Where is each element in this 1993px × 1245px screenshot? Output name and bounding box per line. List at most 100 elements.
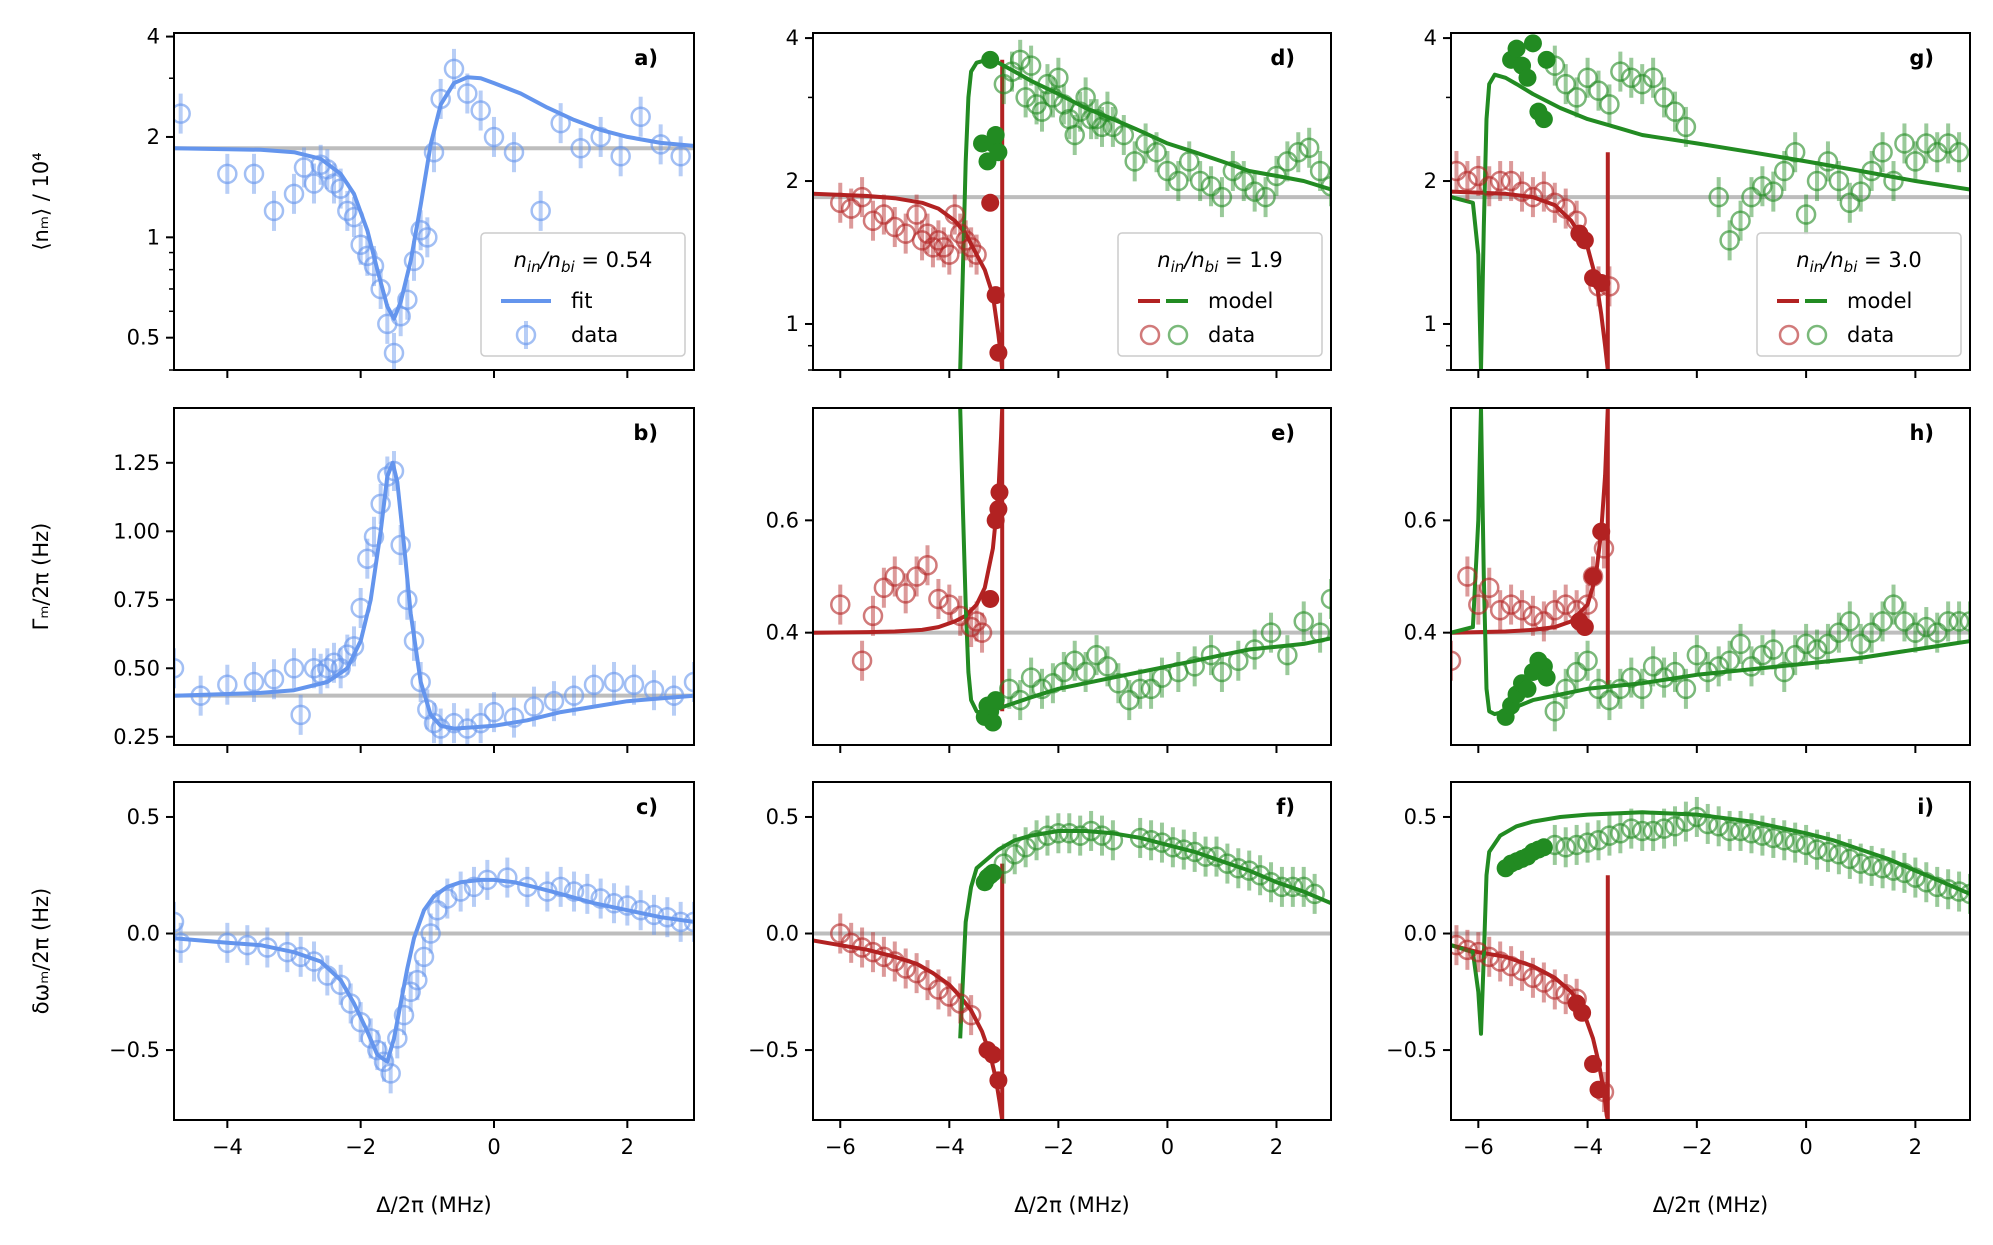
data-point <box>1260 871 1282 893</box>
y-tick-label: 0.4 <box>1404 621 1437 645</box>
series-b-fit <box>174 460 694 731</box>
data-point <box>966 244 987 265</box>
data-point <box>1309 160 1331 182</box>
data-point <box>483 701 505 723</box>
data-point <box>1244 181 1265 202</box>
data-point <box>1948 611 1970 632</box>
data-point <box>986 286 1005 305</box>
data-point <box>1916 616 1937 638</box>
data-point <box>243 671 265 693</box>
data-point <box>840 932 862 954</box>
data-point <box>830 594 851 615</box>
series-c-data <box>174 857 694 1094</box>
axes-frame-d <box>812 32 1332 371</box>
data-point <box>670 146 691 167</box>
data-point <box>1774 661 1795 683</box>
data-point <box>1108 672 1129 694</box>
data-point <box>380 1063 401 1084</box>
data-point <box>1244 639 1265 660</box>
data-point <box>1872 857 1893 879</box>
data-point <box>1555 73 1576 95</box>
y-tick-label: 0.6 <box>1404 508 1437 532</box>
data-point <box>1238 860 1260 881</box>
data-point <box>1555 678 1576 700</box>
data-point <box>1730 210 1751 231</box>
data-point <box>986 691 1005 710</box>
data-point <box>830 192 851 214</box>
data-point <box>1763 181 1784 202</box>
data-point <box>1069 101 1091 122</box>
data-point <box>1534 110 1553 129</box>
data-point <box>1293 876 1314 898</box>
data-point <box>303 951 325 972</box>
data-point <box>410 220 431 241</box>
data-point <box>1298 137 1320 159</box>
data-point <box>939 244 960 265</box>
data-point <box>174 911 185 933</box>
data-point <box>1015 87 1036 108</box>
series-d-data-green <box>993 39 1331 218</box>
x-tick-label: −2 <box>345 1135 376 1159</box>
data-point <box>1271 876 1293 898</box>
legend-title-title-value: = 1.9 <box>1218 248 1282 272</box>
data-point <box>1124 151 1145 172</box>
data-point <box>427 899 448 921</box>
data-point <box>1037 825 1058 846</box>
data-point <box>1806 839 1828 860</box>
series-f-data-red-filled <box>978 1041 1008 1090</box>
x-tick-label: 0 <box>1161 1135 1174 1159</box>
panel-f: −6 −4 −2 0 2 −0.5 0.0 0.5 f) Δ/2π (MHz) <box>748 781 1332 1217</box>
data-point <box>1004 844 1025 865</box>
data-point <box>1189 170 1211 192</box>
data-point <box>290 704 311 726</box>
x-tick-label: −2 <box>1043 1135 1074 1159</box>
data-point <box>1288 141 1309 163</box>
data-point <box>1048 823 1069 844</box>
legend-title-title-sub1: in <box>1171 258 1185 276</box>
data-point <box>1719 820 1740 842</box>
y-axis-title: δωₘ/2π (Hz) <box>29 888 53 1014</box>
data-point <box>1015 837 1036 858</box>
panel-label: b) <box>633 421 658 445</box>
data-point <box>1653 667 1675 688</box>
data-point <box>610 146 631 167</box>
data-point <box>1451 650 1462 671</box>
data-point <box>1255 186 1276 208</box>
data-point <box>523 696 545 717</box>
panel-i: −6 −4 −2 0 2 −0.5 0.0 0.5 i) Δ/2π (MHz) <box>1386 781 1971 1217</box>
data-point <box>917 555 938 576</box>
data-point <box>383 342 405 364</box>
series-e-data-green-filled <box>975 691 1005 732</box>
data-point <box>1020 55 1042 76</box>
data-point <box>1653 818 1675 839</box>
data-point <box>1102 830 1124 851</box>
y-tick-label: 4 <box>786 26 799 50</box>
data-point <box>360 1028 381 1049</box>
data-point <box>1168 170 1189 192</box>
data-point <box>350 597 371 619</box>
data-point <box>949 223 971 244</box>
data-point <box>1555 983 1576 1005</box>
data-point <box>960 1004 982 1026</box>
data-point <box>1537 50 1556 69</box>
data-point <box>323 173 345 194</box>
data-point <box>1518 68 1537 87</box>
data-point <box>1069 825 1091 846</box>
data-point <box>643 904 665 926</box>
data-point <box>1478 577 1500 598</box>
data-point <box>840 198 862 219</box>
y-tick-label: 0.5 <box>127 326 160 350</box>
data-point <box>1277 644 1298 666</box>
data-point <box>1468 941 1489 963</box>
legend-title-title-mid: /n <box>1182 248 1204 272</box>
data-point <box>1697 661 1719 683</box>
panel-g: 1 2 4 g) nin/nbi = 3.0 model data <box>1424 26 1971 378</box>
data-point <box>1200 176 1222 197</box>
data-point <box>470 712 491 734</box>
data-point <box>1599 825 1620 846</box>
data-point <box>1140 678 1162 700</box>
data-point <box>1009 49 1031 71</box>
data-point <box>497 867 518 888</box>
data-point <box>1905 151 1926 172</box>
series-f-model-red <box>813 863 1005 1120</box>
